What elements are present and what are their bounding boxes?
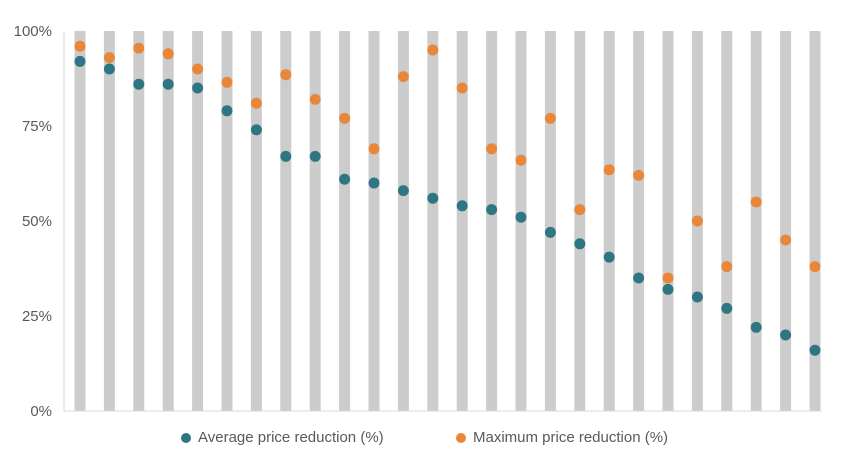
background-bar bbox=[339, 31, 351, 411]
background-bar bbox=[780, 31, 792, 411]
average-reduction-point bbox=[309, 150, 321, 162]
maximum-reduction-point bbox=[574, 204, 586, 216]
average-reduction-point bbox=[280, 150, 292, 162]
average-reduction-point bbox=[750, 321, 762, 333]
background-bar bbox=[456, 31, 468, 411]
legend: Average price reduction (%) Maximum pric… bbox=[0, 429, 850, 453]
maximum-reduction-point bbox=[192, 63, 204, 75]
maximum-reduction-point bbox=[750, 196, 762, 208]
average-reduction-point bbox=[133, 78, 145, 90]
y-tick-label: 100% bbox=[14, 23, 52, 40]
maximum-reduction-point bbox=[691, 215, 703, 227]
maximum-reduction-point bbox=[280, 69, 292, 81]
y-tick-label: 75% bbox=[22, 118, 52, 135]
background-bar bbox=[809, 31, 821, 411]
maximum-reduction-point bbox=[162, 48, 174, 60]
maximum-reduction-point bbox=[721, 261, 733, 273]
maximum-reduction-point bbox=[603, 164, 615, 176]
average-reduction-point bbox=[397, 185, 409, 197]
maximum-reduction-point bbox=[486, 143, 498, 155]
background-bar bbox=[74, 31, 86, 411]
background-bar bbox=[309, 31, 321, 411]
maximum-reduction-point bbox=[809, 261, 821, 273]
average-reduction-point bbox=[662, 283, 674, 295]
legend-marker-maximum-icon bbox=[456, 432, 466, 443]
average-reduction-point bbox=[368, 177, 380, 189]
maximum-reduction-point bbox=[662, 272, 674, 284]
average-reduction-point bbox=[456, 200, 468, 212]
average-reduction-point bbox=[162, 78, 174, 90]
average-reduction-point bbox=[515, 211, 527, 223]
background-bar bbox=[633, 31, 645, 411]
background-bar bbox=[603, 31, 615, 411]
background-bar bbox=[221, 31, 233, 411]
background-bar bbox=[133, 31, 145, 411]
maximum-reduction-point bbox=[133, 42, 145, 54]
background-bar bbox=[427, 31, 439, 411]
y-tick-label: 25% bbox=[22, 308, 52, 325]
legend-item-maximum: Maximum price reduction (%) bbox=[456, 429, 668, 446]
maximum-reduction-point bbox=[339, 112, 351, 124]
maximum-reduction-point bbox=[780, 234, 792, 246]
average-reduction-point bbox=[691, 291, 703, 303]
maximum-reduction-point bbox=[397, 71, 409, 83]
maximum-reduction-point bbox=[456, 82, 468, 94]
background-bar bbox=[250, 31, 262, 411]
average-reduction-point bbox=[74, 55, 86, 67]
maximum-reduction-point bbox=[103, 52, 115, 64]
average-reduction-point bbox=[780, 329, 792, 341]
legend-marker-average-icon bbox=[181, 432, 191, 443]
average-reduction-point bbox=[486, 204, 498, 216]
average-reduction-point bbox=[103, 63, 115, 75]
maximum-reduction-point bbox=[427, 44, 439, 56]
average-reduction-point bbox=[574, 238, 586, 250]
background-bar bbox=[721, 31, 733, 411]
average-reduction-point bbox=[221, 105, 233, 117]
legend-label-average: Average price reduction (%) bbox=[198, 429, 384, 446]
background-bar bbox=[750, 31, 762, 411]
maximum-reduction-point bbox=[74, 40, 86, 52]
average-reduction-point bbox=[809, 344, 821, 356]
background-bars bbox=[74, 31, 821, 411]
background-bar bbox=[544, 31, 556, 411]
average-reduction-point bbox=[544, 226, 556, 238]
data-points bbox=[74, 40, 821, 356]
maximum-reduction-point bbox=[309, 93, 321, 105]
legend-label-maximum: Maximum price reduction (%) bbox=[473, 429, 669, 446]
background-bar bbox=[368, 31, 380, 411]
legend-item-average: Average price reduction (%) bbox=[181, 429, 384, 446]
background-bar bbox=[103, 31, 115, 411]
background-bar bbox=[397, 31, 409, 411]
maximum-reduction-point bbox=[250, 97, 262, 109]
background-bar bbox=[162, 31, 174, 411]
average-reduction-point bbox=[427, 192, 439, 204]
maximum-reduction-point bbox=[544, 112, 556, 124]
maximum-reduction-point bbox=[633, 169, 645, 181]
maximum-reduction-point bbox=[221, 76, 233, 88]
background-bar bbox=[280, 31, 292, 411]
average-reduction-point bbox=[633, 272, 645, 284]
average-reduction-point bbox=[192, 82, 204, 94]
average-reduction-point bbox=[250, 124, 262, 136]
average-reduction-point bbox=[339, 173, 351, 185]
maximum-reduction-point bbox=[515, 154, 527, 166]
average-reduction-point bbox=[721, 302, 733, 314]
background-bar bbox=[574, 31, 586, 411]
background-bar bbox=[486, 31, 498, 411]
average-reduction-point bbox=[603, 251, 615, 263]
y-tick-label: 50% bbox=[22, 213, 52, 230]
y-tick-labels: 0% 25% 50% 75% 100% bbox=[14, 23, 52, 420]
background-bar bbox=[192, 31, 204, 411]
maximum-reduction-point bbox=[368, 143, 380, 155]
background-bar bbox=[662, 31, 674, 411]
y-tick-label: 0% bbox=[30, 403, 52, 420]
